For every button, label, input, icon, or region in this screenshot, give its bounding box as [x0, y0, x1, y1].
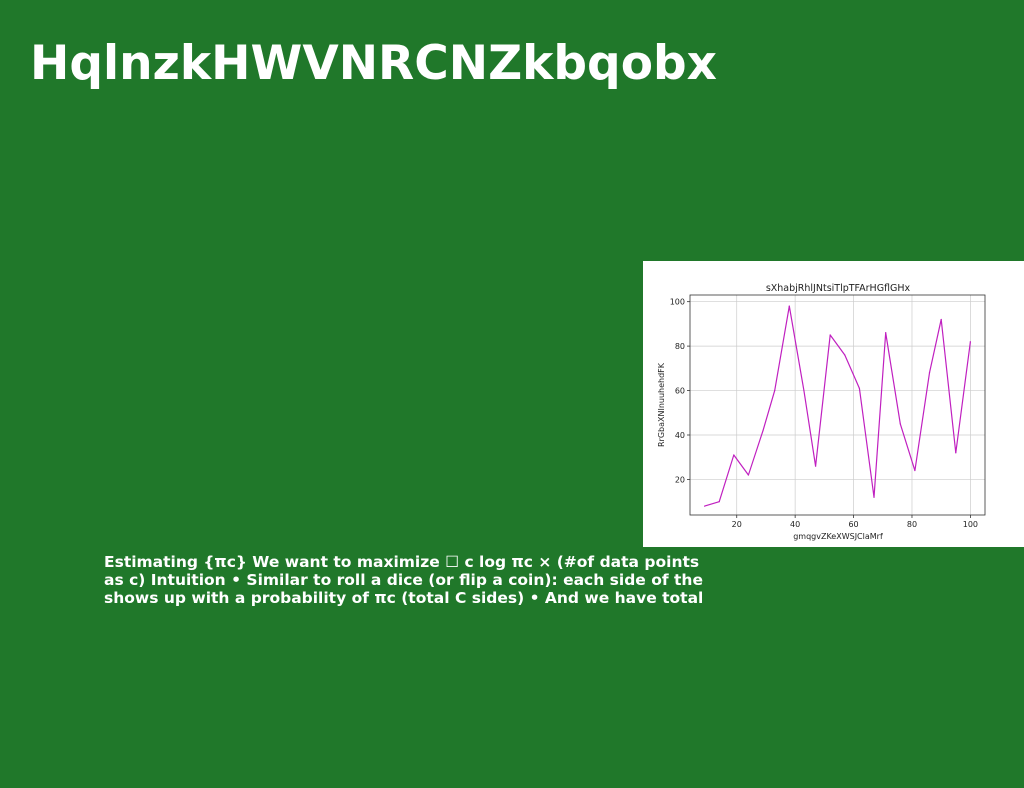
x-tick-label: 80 [907, 520, 917, 529]
y-axis-label: RrGbaXNInuuhehdFK [657, 362, 666, 447]
y-tick-label: 80 [675, 342, 685, 351]
slide-title: HqlnzkHWVNRCNZkbqobx [30, 36, 717, 91]
plot-frame [689, 294, 986, 516]
y-tick-label: 60 [675, 387, 685, 396]
data-point [928, 372, 931, 374]
data-point [774, 389, 776, 392]
chart-panel: sXhabjRhlJNtsiTlpTFArHGflGHx 20 40 60 80 100… [643, 261, 1024, 547]
data-point [814, 465, 817, 467]
x-tick-label: 60 [848, 520, 858, 529]
data-point [858, 387, 861, 389]
data-point [955, 452, 957, 454]
x-axis-label: gmqgvZKeXWSJClaMrf [793, 532, 883, 541]
data-point [844, 354, 846, 356]
data-point [704, 505, 706, 507]
chart-title: sXhabjRhlJNtsiTlpTFArHGflGHx [766, 283, 911, 294]
chart-ticks: 20 40 60 80 100 20 40 60 80 100 [670, 298, 978, 529]
x-tick-label: 20 [732, 520, 742, 529]
chart-series [704, 305, 971, 507]
slide-body-text: Estimating {πc} We want to maximize ☐ c … [104, 553, 724, 607]
chart-grid [690, 295, 985, 515]
body-line-1: Estimating {πc} We want to maximize ☐ c … [104, 553, 700, 571]
body-line-2: as c) Intuition • Similar to roll a dice… [104, 571, 703, 589]
x-tick-label: 100 [963, 520, 978, 529]
data-point [747, 474, 750, 476]
data-point [885, 332, 887, 334]
data-point [969, 341, 971, 343]
y-tick-label: 20 [675, 475, 685, 484]
data-point [762, 429, 764, 432]
y-tick-label: 100 [670, 298, 685, 307]
body-line-3: shows up with a probability of πc (total… [104, 589, 704, 607]
data-point [803, 389, 805, 392]
data-point [873, 496, 875, 498]
data-point [733, 454, 735, 456]
data-point [829, 334, 831, 336]
data-point [940, 318, 942, 321]
data-point [788, 305, 790, 307]
data-point [718, 501, 720, 503]
y-tick-label: 40 [675, 431, 685, 440]
data-point [899, 423, 901, 425]
data-point [914, 469, 916, 472]
x-tick-label: 40 [790, 520, 800, 529]
line-chart: sXhabjRhlJNtsiTlpTFArHGflGHx 20 40 60 80 100… [657, 283, 986, 541]
series-line-0 [704, 305, 971, 507]
